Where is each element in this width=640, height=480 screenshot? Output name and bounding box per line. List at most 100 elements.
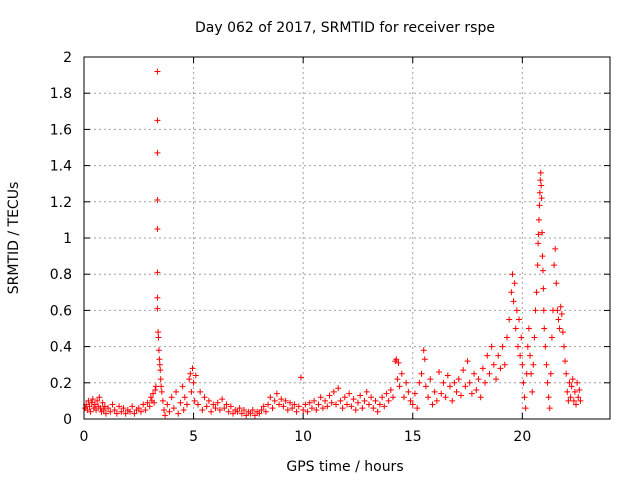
y-axis-ticks: 0 0.2 0.4 0.6 0.8 1 1.2 1.4 1.6 1.8 2 xyxy=(50,50,610,428)
data-point xyxy=(554,307,561,314)
data-point xyxy=(166,408,173,415)
data-point xyxy=(308,405,315,412)
data-point xyxy=(154,225,161,232)
data-point xyxy=(511,280,518,287)
data-point xyxy=(156,356,163,363)
data-point xyxy=(546,405,553,412)
data-point xyxy=(192,372,199,379)
data-point xyxy=(558,311,565,318)
data-point xyxy=(385,397,392,404)
data-point xyxy=(97,405,104,412)
data-point xyxy=(383,390,390,397)
data-point xyxy=(529,388,536,395)
data-point xyxy=(157,367,164,374)
data-point xyxy=(315,401,322,408)
data-point xyxy=(302,401,309,408)
data-point xyxy=(208,408,215,415)
data-point xyxy=(203,403,210,410)
data-point xyxy=(542,343,549,350)
data-point xyxy=(267,394,274,401)
x-tick-label: 5 xyxy=(189,429,198,445)
data-point xyxy=(147,394,154,401)
data-point xyxy=(152,387,159,394)
data-point xyxy=(146,403,153,410)
data-point xyxy=(91,401,98,408)
data-point xyxy=(154,68,161,75)
data-point xyxy=(536,202,543,209)
data-point xyxy=(88,399,95,406)
data-point xyxy=(154,117,161,124)
data-point xyxy=(93,406,100,413)
data-point xyxy=(508,289,515,296)
grid-lines xyxy=(84,57,610,419)
data-point xyxy=(350,396,357,403)
data-point xyxy=(535,231,542,238)
data-point xyxy=(570,397,577,404)
data-point xyxy=(154,269,161,276)
data-point xyxy=(497,365,504,372)
data-point xyxy=(188,388,195,395)
data-point xyxy=(324,403,331,410)
data-point xyxy=(547,370,554,377)
data-point xyxy=(155,334,162,341)
data-point xyxy=(168,394,175,401)
data-point xyxy=(86,403,93,410)
data-point xyxy=(517,352,524,359)
y-tick-label: 1.4 xyxy=(50,159,72,175)
data-point xyxy=(219,396,226,403)
data-point xyxy=(444,372,451,379)
data-point xyxy=(221,405,228,412)
data-point xyxy=(510,298,517,305)
data-point xyxy=(575,394,582,401)
data-point xyxy=(556,325,563,332)
data-point xyxy=(390,394,397,401)
data-point xyxy=(433,397,440,404)
data-point xyxy=(527,352,534,359)
data-point xyxy=(537,177,544,184)
data-point xyxy=(289,405,296,412)
data-point xyxy=(536,189,543,196)
data-point xyxy=(405,388,412,395)
data-point xyxy=(524,343,531,350)
data-point xyxy=(339,405,346,412)
data-point xyxy=(484,352,491,359)
data-point xyxy=(552,245,559,252)
data-point xyxy=(499,343,506,350)
data-point xyxy=(394,376,401,383)
data-point xyxy=(559,329,566,336)
data-point xyxy=(495,352,502,359)
data-point xyxy=(411,390,418,397)
x-tick-label: 20 xyxy=(513,429,531,445)
data-point xyxy=(94,397,101,404)
data-point xyxy=(538,182,545,189)
data-point xyxy=(539,253,546,260)
y-axis-label: SRMTID / TECUs xyxy=(6,182,22,295)
data-point xyxy=(521,394,528,401)
data-point xyxy=(464,358,471,365)
data-point xyxy=(212,405,219,412)
data-point xyxy=(490,361,497,368)
data-point xyxy=(155,329,162,336)
data-point xyxy=(482,379,489,386)
data-point xyxy=(427,376,434,383)
data-point xyxy=(560,343,567,350)
data-point xyxy=(89,396,96,403)
data-point xyxy=(420,347,427,354)
data-point xyxy=(475,376,482,383)
data-point xyxy=(468,390,475,397)
data-point xyxy=(543,361,550,368)
data-point xyxy=(365,401,372,408)
data-point xyxy=(287,399,294,406)
data-point xyxy=(471,370,478,377)
data-point xyxy=(447,383,454,390)
data-point xyxy=(187,370,194,377)
data-point xyxy=(189,365,196,372)
data-point xyxy=(190,379,197,386)
data-point xyxy=(418,370,425,377)
data-point xyxy=(557,303,564,310)
data-point xyxy=(155,347,162,354)
data-point xyxy=(379,394,386,401)
data-point xyxy=(191,397,198,404)
data-point xyxy=(438,390,445,397)
